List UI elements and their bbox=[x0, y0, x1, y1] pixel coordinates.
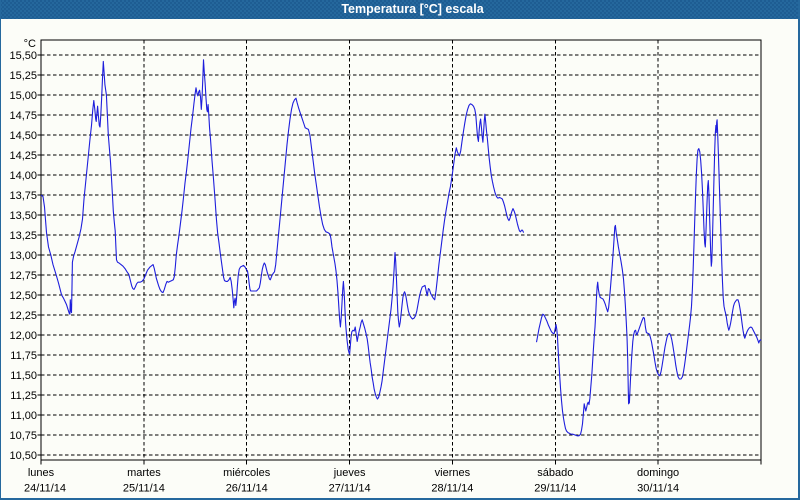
svg-text:12,25: 12,25 bbox=[9, 310, 37, 322]
svg-text:29/11/14: 29/11/14 bbox=[534, 483, 576, 495]
svg-text:28/11/14: 28/11/14 bbox=[431, 483, 473, 495]
svg-text:15,00: 15,00 bbox=[9, 90, 37, 102]
svg-text:miércoles: miércoles bbox=[223, 467, 271, 479]
svg-text:25/11/14: 25/11/14 bbox=[123, 483, 165, 495]
svg-text:jueves: jueves bbox=[333, 467, 366, 479]
svg-text:domingo: domingo bbox=[637, 467, 679, 479]
svg-text:14,25: 14,25 bbox=[9, 150, 37, 162]
svg-text:11,75: 11,75 bbox=[10, 350, 37, 362]
svg-text:24/11/14: 24/11/14 bbox=[24, 483, 66, 495]
svg-text:13,50: 13,50 bbox=[9, 210, 37, 222]
svg-text:martes: martes bbox=[127, 467, 161, 479]
svg-text:15,50: 15,50 bbox=[9, 50, 37, 62]
svg-text:13,25: 13,25 bbox=[9, 230, 37, 242]
svg-text:12,00: 12,00 bbox=[9, 330, 37, 342]
svg-text:10,50: 10,50 bbox=[9, 450, 37, 462]
svg-text:12,75: 12,75 bbox=[9, 270, 37, 282]
svg-text:14,00: 14,00 bbox=[9, 170, 37, 182]
svg-text:12,50: 12,50 bbox=[9, 290, 37, 302]
svg-text:°C: °C bbox=[24, 38, 36, 50]
svg-text:11,50: 11,50 bbox=[10, 370, 37, 382]
svg-text:27/11/14: 27/11/14 bbox=[329, 483, 371, 495]
svg-text:lunes: lunes bbox=[28, 467, 55, 479]
svg-text:11,25: 11,25 bbox=[10, 390, 37, 402]
svg-text:30/11/14: 30/11/14 bbox=[637, 483, 679, 495]
svg-text:viernes: viernes bbox=[435, 467, 471, 479]
svg-text:15,25: 15,25 bbox=[9, 70, 37, 82]
svg-text:11,00: 11,00 bbox=[10, 410, 37, 422]
svg-text:10,75: 10,75 bbox=[9, 430, 37, 442]
svg-text:13,00: 13,00 bbox=[9, 250, 37, 262]
svg-text:sábado: sábado bbox=[537, 467, 573, 479]
svg-text:14,50: 14,50 bbox=[9, 130, 37, 142]
svg-text:14,75: 14,75 bbox=[9, 110, 37, 122]
svg-text:13,75: 13,75 bbox=[9, 190, 37, 202]
svg-text:26/11/14: 26/11/14 bbox=[226, 483, 268, 495]
